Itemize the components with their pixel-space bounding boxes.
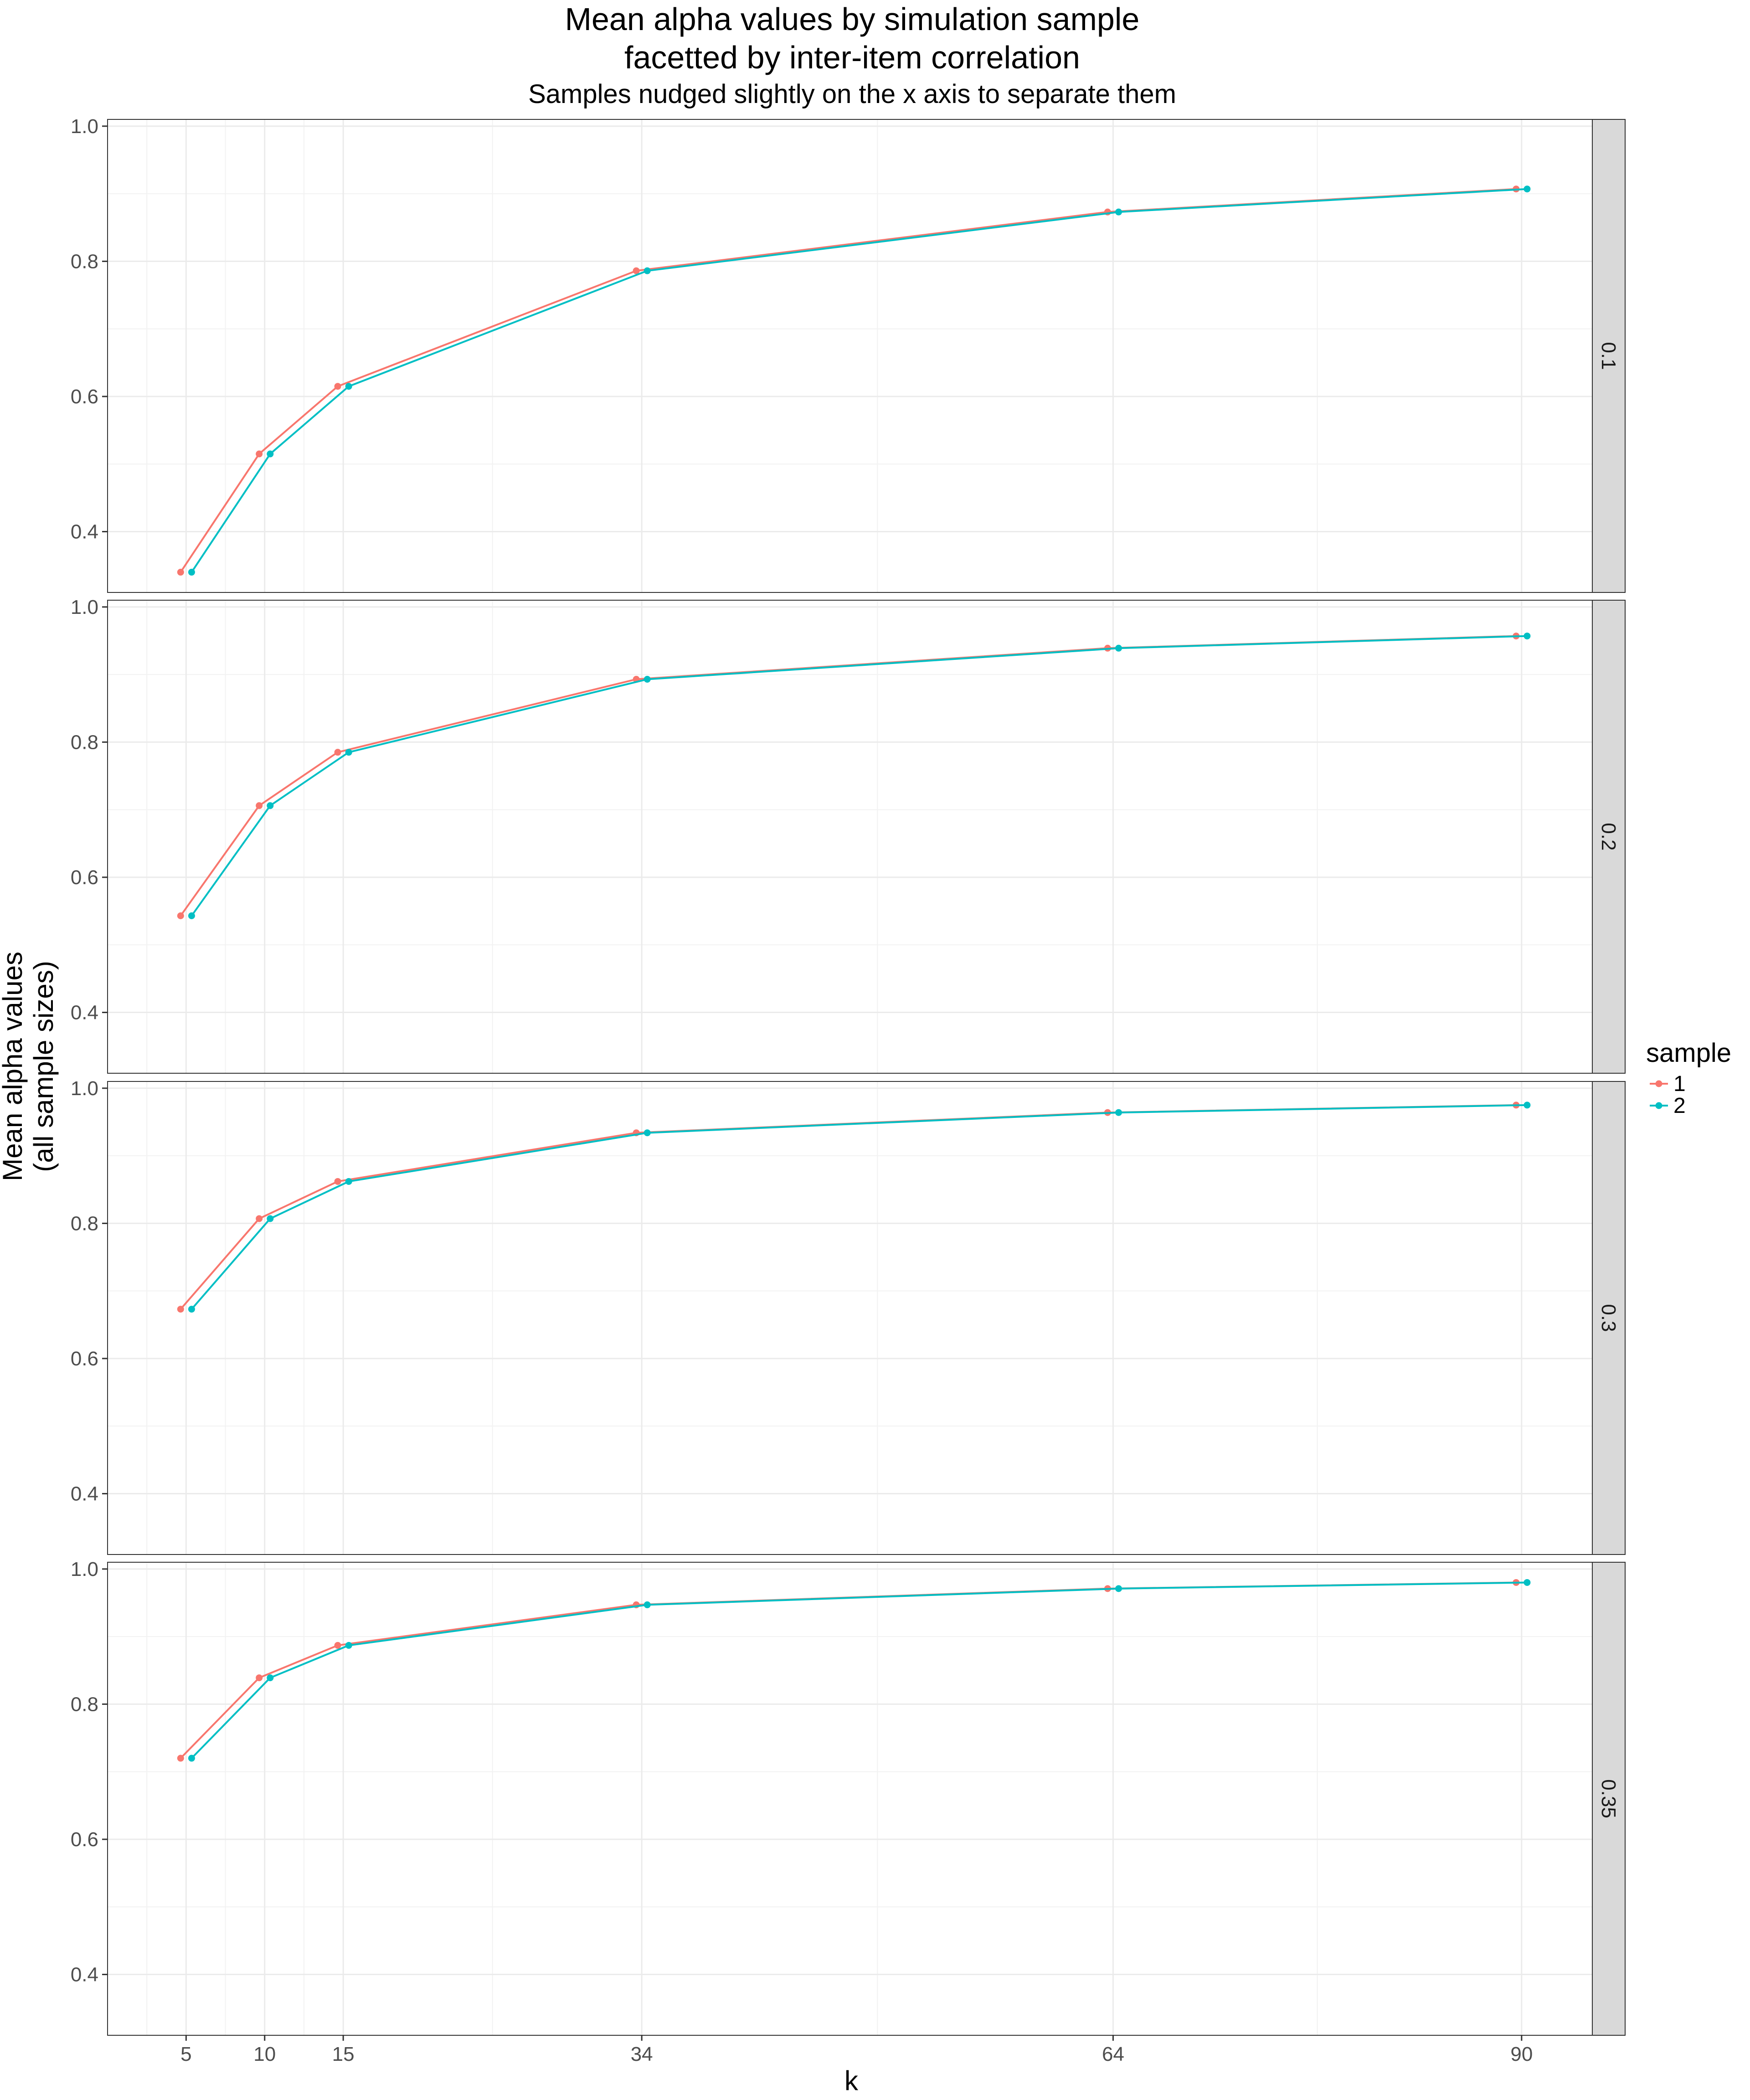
x-axis-title: k — [844, 2065, 859, 2096]
data-point-sample-2 — [643, 1601, 651, 1608]
y-tick-label: 0.4 — [71, 1483, 98, 1505]
chart-subtitle: Samples nudged slightly on the x axis to… — [528, 79, 1176, 109]
data-point-sample-1 — [177, 1755, 184, 1762]
facet-strip — [1592, 1081, 1626, 1555]
series-line-sample-2 — [190, 635, 1527, 916]
series-line-sample-2 — [191, 1581, 1527, 1759]
y-axis-title-line2: (all sample sizes) — [28, 961, 59, 1172]
facet-strip — [1592, 119, 1626, 593]
x-tick-label: 10 — [253, 2043, 276, 2065]
y-tick-label: 0.6 — [71, 386, 98, 408]
data-point-sample-2 — [643, 1129, 651, 1137]
data-point-sample-2 — [643, 267, 651, 274]
y-tick-label: 1.0 — [71, 1077, 98, 1100]
chart-title: Mean alpha values by simulation sample — [565, 1, 1140, 37]
panel-background — [108, 600, 1592, 1073]
data-point-sample-2 — [1115, 1109, 1122, 1116]
data-point-sample-2 — [345, 749, 352, 756]
data-point-sample-2 — [345, 383, 352, 390]
x-tick-label: 64 — [1102, 2043, 1124, 2065]
y-tick-label: 0.4 — [71, 1964, 98, 1986]
panel-background — [108, 119, 1592, 592]
data-point-sample-2 — [1524, 1101, 1531, 1109]
facet-panel-0.2: 0.4 0.6 0.8 1.0 0.2 — [71, 596, 1626, 1074]
data-point-sample-1 — [256, 450, 263, 458]
data-point-sample-2 — [1524, 633, 1531, 640]
facet-panel-0.35: 0.4 0.6 0.8 1.0 0.35 — [71, 1558, 1626, 2036]
series-line-sample-2 — [190, 188, 1528, 573]
y-tick-label: 0.4 — [71, 521, 98, 543]
data-point-sample-2 — [1115, 1585, 1122, 1592]
x-tick-label: 34 — [631, 2043, 653, 2065]
y-tick-label: 0.4 — [71, 1002, 98, 1024]
data-point-sample-1 — [256, 1674, 263, 1682]
data-point-sample-2 — [267, 450, 274, 458]
facets-layer: 0.4 0.6 0.8 1.0 0.1 0.4 0.6 0.8 1.0 0.2 0.4 0.6 0.8 1… — [71, 115, 1626, 2036]
x-tick-label: 90 — [1510, 2043, 1533, 2065]
y-tick-label: 0.8 — [71, 1693, 98, 1715]
facet-strip — [1592, 600, 1626, 1074]
data-point-sample-1 — [334, 1178, 341, 1185]
data-point-sample-1 — [334, 1642, 341, 1649]
y-tick-label: 1.0 — [71, 596, 98, 618]
facet-strip — [1592, 1562, 1626, 2036]
legend-entries: 12 — [1650, 1072, 1686, 1118]
data-point-sample-2 — [643, 675, 651, 683]
data-point-sample-2 — [267, 1674, 274, 1682]
series-line-sample-2 — [190, 1104, 1527, 1310]
data-point-sample-2 — [1524, 1579, 1531, 1586]
y-tick-label: 0.6 — [71, 1348, 98, 1370]
panel-background — [108, 1562, 1592, 2035]
data-point-sample-2 — [345, 1642, 352, 1649]
facet-strip-label: 0.1 — [1597, 342, 1620, 370]
panel-background — [108, 1081, 1592, 1554]
data-point-sample-2 — [267, 802, 274, 809]
data-point-sample-1 — [633, 267, 640, 274]
y-tick-label: 0.6 — [71, 1828, 98, 1851]
y-tick-label: 1.0 — [71, 115, 98, 138]
y-tick-label: 0.8 — [71, 731, 98, 753]
y-axis-title-group: Mean alpha values (all sample sizes) — [0, 952, 59, 1181]
x-tick-label: 5 — [180, 2043, 191, 2065]
facet-panel-0.1: 0.4 0.6 0.8 1.0 0.1 — [71, 115, 1626, 593]
facet-strip-label: 0.2 — [1597, 823, 1620, 850]
chart-title-line2: facetted by inter-item correlation — [624, 40, 1080, 75]
y-tick-label: 1.0 — [71, 1558, 98, 1580]
legend: sample 12 — [1646, 1038, 1731, 1118]
data-point-sample-2 — [345, 1178, 352, 1185]
legend-key-point-2 — [1655, 1102, 1662, 1109]
data-point-sample-1 — [334, 383, 341, 390]
data-point-sample-2 — [188, 1306, 195, 1313]
facet-strip-label: 0.3 — [1597, 1304, 1620, 1332]
data-point-sample-1 — [177, 569, 184, 576]
data-point-sample-1 — [177, 912, 184, 919]
y-axis-title: Mean alpha values — [0, 952, 28, 1181]
data-point-sample-2 — [1524, 185, 1531, 193]
x-axis: 5 10 15 34 64 90 — [180, 2035, 1533, 2065]
data-point-sample-1 — [334, 749, 341, 756]
data-point-sample-1 — [256, 1215, 263, 1222]
data-point-sample-1 — [256, 802, 263, 809]
data-point-sample-2 — [188, 1755, 195, 1762]
legend-key-point-1 — [1655, 1080, 1662, 1087]
data-point-sample-2 — [1115, 208, 1122, 216]
data-point-sample-2 — [267, 1215, 274, 1222]
facet-strip-label: 0.35 — [1597, 1779, 1620, 1818]
y-tick-label: 0.8 — [71, 250, 98, 273]
facet-panel-0.3: 0.4 0.6 0.8 1.0 0.3 — [71, 1077, 1626, 1555]
x-tick-label: 15 — [332, 2043, 355, 2065]
legend-label-1: 1 — [1673, 1072, 1686, 1096]
y-tick-label: 0.8 — [71, 1212, 98, 1235]
legend-title: sample — [1646, 1038, 1731, 1068]
data-point-sample-2 — [1115, 644, 1122, 652]
data-point-sample-1 — [177, 1306, 184, 1313]
y-tick-label: 0.6 — [71, 866, 98, 889]
legend-label-2: 2 — [1673, 1094, 1686, 1118]
data-point-sample-2 — [188, 569, 195, 576]
data-point-sample-2 — [188, 912, 195, 919]
